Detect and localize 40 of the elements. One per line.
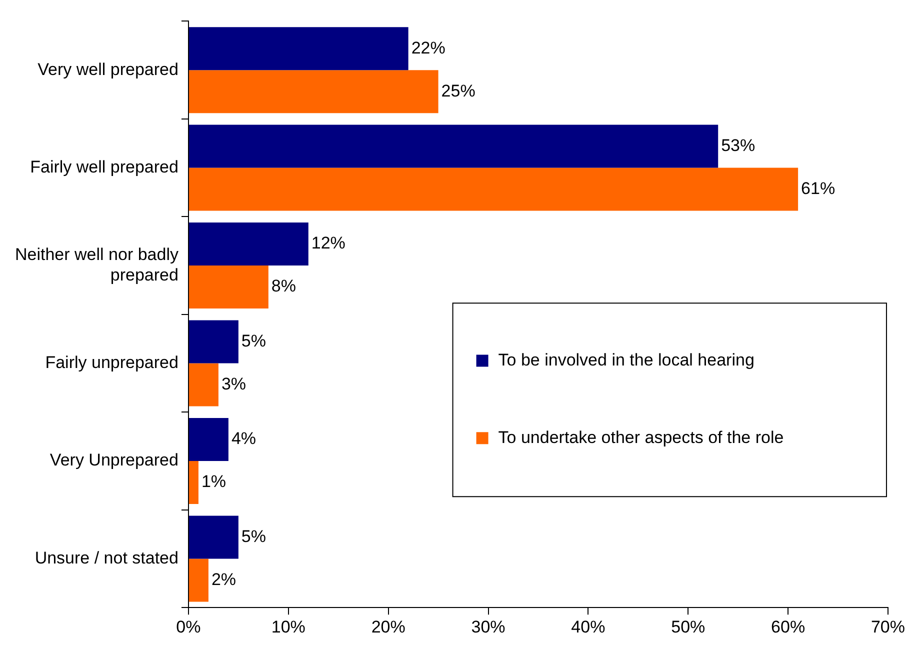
y-tick-label: Fairly unprepared bbox=[45, 352, 178, 372]
data-label: 5% bbox=[241, 526, 266, 546]
bar bbox=[188, 558, 208, 602]
bar bbox=[188, 222, 308, 266]
x-tick-label: 70% bbox=[870, 617, 906, 636]
y-tick-label: Unsure / not stated bbox=[34, 548, 178, 568]
data-label: 5% bbox=[241, 331, 266, 350]
x-tick-label: 10% bbox=[271, 617, 306, 636]
bar bbox=[188, 516, 238, 559]
bar bbox=[188, 70, 438, 114]
y-tick-label: Very well prepared bbox=[38, 60, 178, 79]
x-tick-label: 60% bbox=[771, 617, 806, 636]
x-tick-label: 0% bbox=[176, 617, 201, 636]
data-label: 1% bbox=[201, 472, 226, 492]
data-label: 61% bbox=[801, 178, 836, 198]
data-label: 4% bbox=[231, 429, 256, 448]
data-label: 3% bbox=[221, 374, 246, 394]
bar bbox=[188, 168, 798, 211]
bar bbox=[188, 363, 218, 406]
x-tick-label: 30% bbox=[471, 617, 506, 636]
y-tick-label: Neither well nor badly prepared bbox=[15, 245, 179, 284]
x-tick-label: 20% bbox=[371, 617, 406, 636]
data-label: 53% bbox=[721, 136, 756, 155]
data-label: 8% bbox=[271, 276, 296, 296]
data-label: 25% bbox=[441, 81, 476, 100]
y-tick-label: Very Unprepared bbox=[50, 450, 178, 470]
bar bbox=[188, 461, 198, 504]
data-label: 22% bbox=[411, 38, 446, 58]
bar bbox=[188, 320, 238, 364]
y-tick-label: Fairly well prepared bbox=[30, 157, 178, 176]
bar bbox=[188, 27, 408, 70]
legend-label: To be involved in the local hearing bbox=[498, 350, 754, 370]
bar bbox=[188, 418, 228, 461]
bar bbox=[188, 266, 268, 309]
x-tick-label: 50% bbox=[671, 617, 706, 636]
data-label: 2% bbox=[211, 570, 236, 589]
data-label: 12% bbox=[311, 234, 346, 253]
x-tick-label: 40% bbox=[571, 617, 606, 636]
bar bbox=[188, 124, 718, 168]
legend-label: To undertake other aspects of the role bbox=[498, 428, 784, 447]
